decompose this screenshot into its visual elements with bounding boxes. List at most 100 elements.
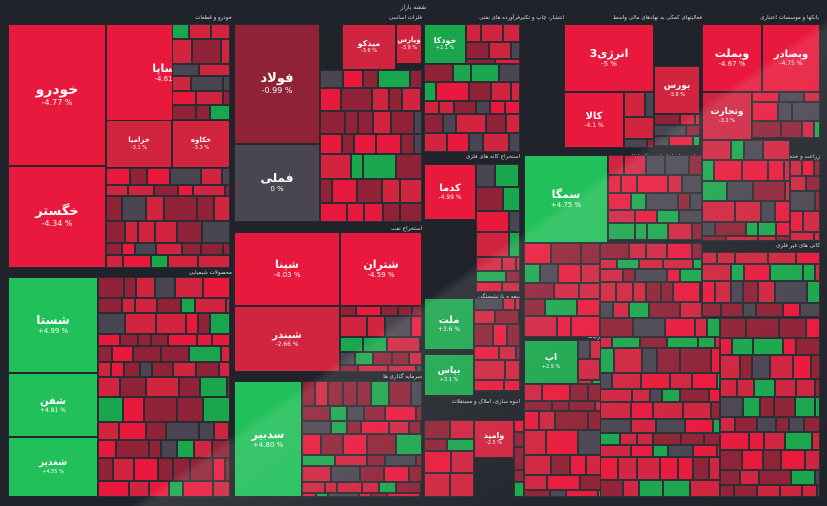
stock-tile-small[interactable] [614, 348, 642, 373]
stock-tile-small[interactable] [600, 282, 616, 302]
stock-tile-small[interactable] [790, 232, 814, 241]
stock-tile-small[interactable] [711, 402, 720, 419]
stock-tile-small[interactable] [98, 277, 124, 298]
stock-tile[interactable]: خودکا +2.1 % [424, 24, 466, 64]
stock-tile-small[interactable] [357, 381, 371, 406]
stock-tile-small[interactable] [623, 480, 639, 497]
stock-tile-small[interactable] [157, 298, 181, 313]
stock-tile-small[interactable] [804, 417, 820, 432]
stock-tile-small[interactable] [170, 168, 201, 185]
stock-tile-small[interactable] [111, 362, 124, 377]
stock-tile-small[interactable] [373, 111, 391, 134]
stock-tile-small[interactable] [667, 269, 680, 282]
stock-tile-small[interactable] [683, 402, 711, 419]
stock-tile-small[interactable] [392, 352, 409, 365]
stock-tile-small[interactable] [650, 389, 662, 402]
stock-tile-small[interactable] [702, 222, 715, 236]
stock-tile-small[interactable] [635, 210, 657, 223]
stock-tile-small[interactable] [579, 283, 600, 299]
stock-tile-small[interactable] [516, 346, 520, 360]
stock-tile-small[interactable] [639, 480, 663, 497]
stock-tile-small[interactable] [199, 422, 214, 440]
stock-tile-small[interactable] [780, 485, 802, 497]
stock-tile-small[interactable] [389, 88, 402, 111]
stock-tile-small[interactable] [633, 318, 665, 337]
stock-tile-small[interactable] [702, 140, 731, 160]
stock-tile-small[interactable] [511, 42, 520, 59]
stock-tile-small[interactable] [803, 211, 820, 232]
stock-tile-small[interactable] [653, 402, 683, 419]
stock-tile-small[interactable] [152, 362, 173, 377]
stock-tile-small[interactable] [166, 422, 199, 440]
stock-tile-small[interactable] [135, 298, 157, 313]
stock-tile-small[interactable] [641, 373, 670, 389]
stock-tile-small[interactable] [779, 92, 804, 102]
stock-tile-small[interactable] [815, 470, 820, 485]
stock-tile-small[interactable] [411, 381, 422, 406]
stock-tile-small[interactable] [340, 316, 367, 337]
stock-tile-small[interactable] [781, 450, 805, 470]
stock-tile-small[interactable] [578, 340, 590, 359]
stock-tile-small[interactable] [778, 102, 792, 121]
stock-tile-small[interactable] [391, 111, 414, 134]
stock-tile-small[interactable] [211, 24, 230, 39]
stock-tile-small[interactable] [499, 64, 520, 82]
stock-tile-small[interactable] [613, 302, 629, 318]
stock-tile-small[interactable] [149, 481, 169, 497]
stock-tile-small[interactable] [695, 114, 700, 125]
stock-tile-small[interactable] [668, 175, 682, 193]
stock-tile-small[interactable] [760, 397, 774, 417]
stock-tile-small[interactable] [98, 334, 120, 346]
stock-tile-small[interactable] [302, 381, 315, 406]
stock-tile-small[interactable] [210, 105, 230, 120]
stock-tile-small[interactable] [367, 455, 385, 466]
stock-tile-small[interactable] [514, 470, 524, 482]
stock-tile-small[interactable] [161, 346, 189, 362]
stock-tile[interactable]: شتران -4.59 % [340, 232, 422, 306]
stock-tile-small[interactable] [135, 243, 156, 255]
stock-tile-small[interactable] [201, 243, 223, 255]
stock-tile-small[interactable] [578, 380, 592, 384]
stock-tile-small[interactable] [502, 257, 516, 271]
stock-tile-small[interactable] [647, 223, 668, 240]
stock-tile-small[interactable] [381, 306, 398, 316]
stock-tile-small[interactable] [396, 434, 422, 455]
stock-tile-small[interactable] [490, 101, 505, 114]
stock-tile-small[interactable] [624, 92, 645, 117]
stock-tile-small[interactable] [693, 445, 717, 457]
stock-tile-small[interactable] [686, 125, 700, 136]
stock-tile-small[interactable] [635, 223, 647, 240]
stock-tile-small[interactable] [342, 134, 354, 154]
stock-tile-small[interactable] [325, 482, 337, 493]
stock-tile-small[interactable] [340, 365, 358, 372]
stock-tile-small[interactable] [98, 440, 116, 458]
stock-tile-small[interactable] [98, 458, 113, 481]
stock-tile-small[interactable] [662, 389, 680, 402]
stock-tile-small[interactable] [447, 439, 474, 451]
stock-tile-small[interactable] [112, 346, 133, 362]
stock-tile-small[interactable] [387, 493, 420, 497]
stock-tile-small[interactable] [721, 303, 743, 317]
stock-tile-small[interactable] [692, 243, 702, 259]
stock-tile-small[interactable] [138, 221, 155, 243]
stock-tile-small[interactable] [424, 420, 450, 439]
stock-tile-small[interactable] [720, 338, 732, 355]
stock-tile-small[interactable] [361, 421, 389, 434]
stock-tile-small[interactable] [212, 440, 230, 458]
stock-tile-small[interactable] [552, 401, 569, 411]
stock-tile-small[interactable] [735, 252, 768, 264]
stock-tile-small[interactable] [649, 302, 680, 318]
stock-tile-small[interactable] [558, 264, 581, 283]
stock-tile-small[interactable] [364, 406, 385, 421]
stock-tile-small[interactable] [665, 155, 689, 175]
stock-tile-small[interactable] [624, 139, 647, 148]
stock-tile-small[interactable] [456, 114, 486, 133]
stock-tile-small[interactable] [182, 243, 201, 255]
stock-tile-small[interactable] [681, 433, 704, 445]
stock-tile-small[interactable] [398, 306, 412, 316]
stock-tile-small[interactable] [720, 470, 740, 485]
stock-tile-small[interactable] [128, 185, 154, 196]
stock-tile-small[interactable] [474, 346, 499, 360]
stock-tile-small[interactable] [98, 362, 111, 377]
stock-tile-small[interactable] [511, 82, 520, 101]
